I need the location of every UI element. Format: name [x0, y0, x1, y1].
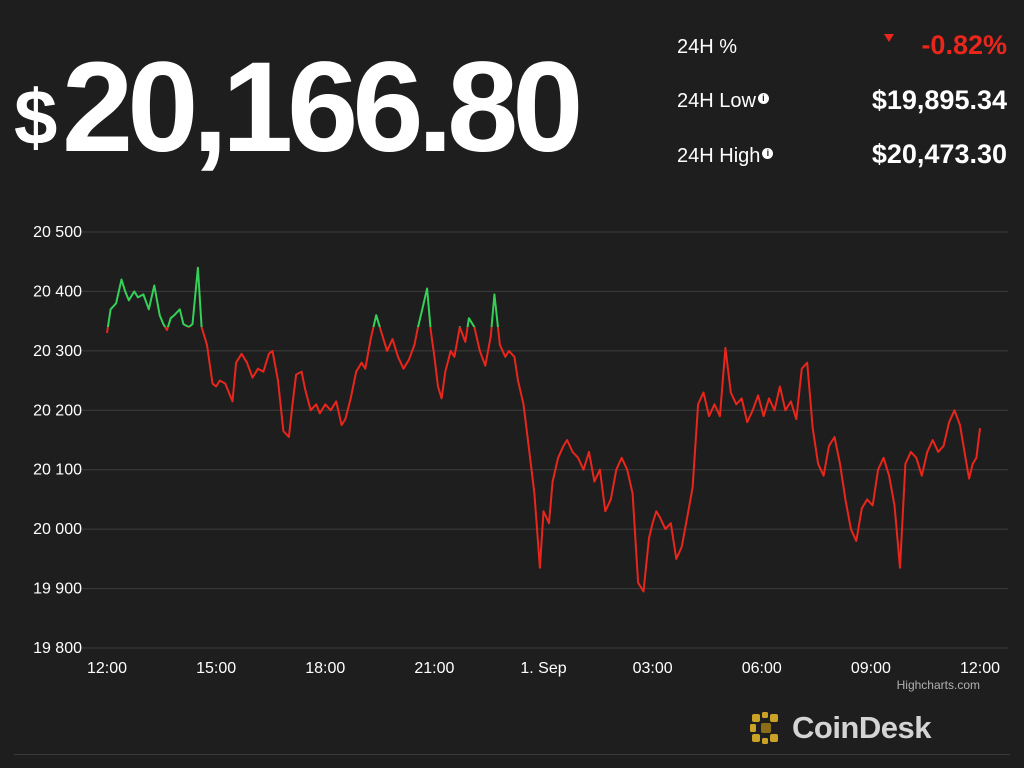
y-tick-label: 20 100: [33, 462, 82, 479]
y-tick-label: 20 500: [33, 224, 82, 241]
info-icon[interactable]: i: [762, 148, 774, 159]
coindesk-wordmark: CoinDesk: [792, 710, 931, 745]
high-value: $20,473.30: [871, 139, 1007, 169]
down-arrow-icon: [884, 34, 894, 42]
low-label-row: 24H Low i: [677, 91, 769, 111]
x-tick-label: 03:00: [633, 660, 673, 677]
price-series[interactable]: [106, 266, 981, 593]
low-value: $19,895.34: [871, 85, 1007, 115]
x-tick-label: 21:00: [414, 660, 454, 677]
currency-symbol: $: [14, 73, 58, 161]
change-value: -0.82%: [921, 30, 1007, 60]
info-icon[interactable]: i: [757, 93, 769, 104]
x-tick-label: 06:00: [742, 660, 782, 677]
current-price: 20,166.80: [62, 36, 583, 179]
y-tick-label: 19 800: [33, 640, 82, 657]
x-tick-label: 12:00: [87, 660, 127, 677]
y-tick-label: 19 900: [33, 581, 82, 598]
y-tick-label: 20 300: [33, 343, 82, 360]
x-tick-label: 15:00: [196, 660, 236, 677]
x-tick-label: 09:00: [851, 660, 891, 677]
coindesk-logo-icon: [750, 712, 778, 744]
y-axis: 20 500 20 400 20 300 20 200 20 100 20 000 19 9…: [33, 224, 82, 657]
highcharts-credits[interactable]: Highcharts.com: [896, 678, 980, 692]
price-chart[interactable]: 20 500 20 400 20 300 20 200 20 100 20 000 19 9…: [0, 0, 1024, 700]
high-label: 24H High: [677, 145, 761, 167]
price-line-down: [106, 327, 981, 593]
x-tick-label: 18:00: [305, 660, 345, 677]
x-tick-label: 12:00: [960, 660, 1000, 677]
x-tick-label: 1. Sep: [520, 660, 566, 677]
low-label: 24H Low: [677, 90, 756, 112]
x-axis: 12:00 15:00 18:00 21:00 1. Sep 03:00 06:00 09:0…: [87, 660, 1000, 677]
high-label-row: 24H High i: [677, 145, 774, 167]
price-line-up: [106, 266, 499, 328]
y-tick-label: 20 200: [33, 402, 82, 419]
grid-lines: [82, 231, 1008, 649]
change-label: 24H %: [677, 36, 738, 58]
bottom-divider: [14, 754, 1010, 755]
coindesk-logo[interactable]: CoinDesk: [748, 708, 931, 748]
y-tick-label: 20 400: [33, 283, 82, 300]
y-tick-label: 20 000: [33, 521, 82, 538]
